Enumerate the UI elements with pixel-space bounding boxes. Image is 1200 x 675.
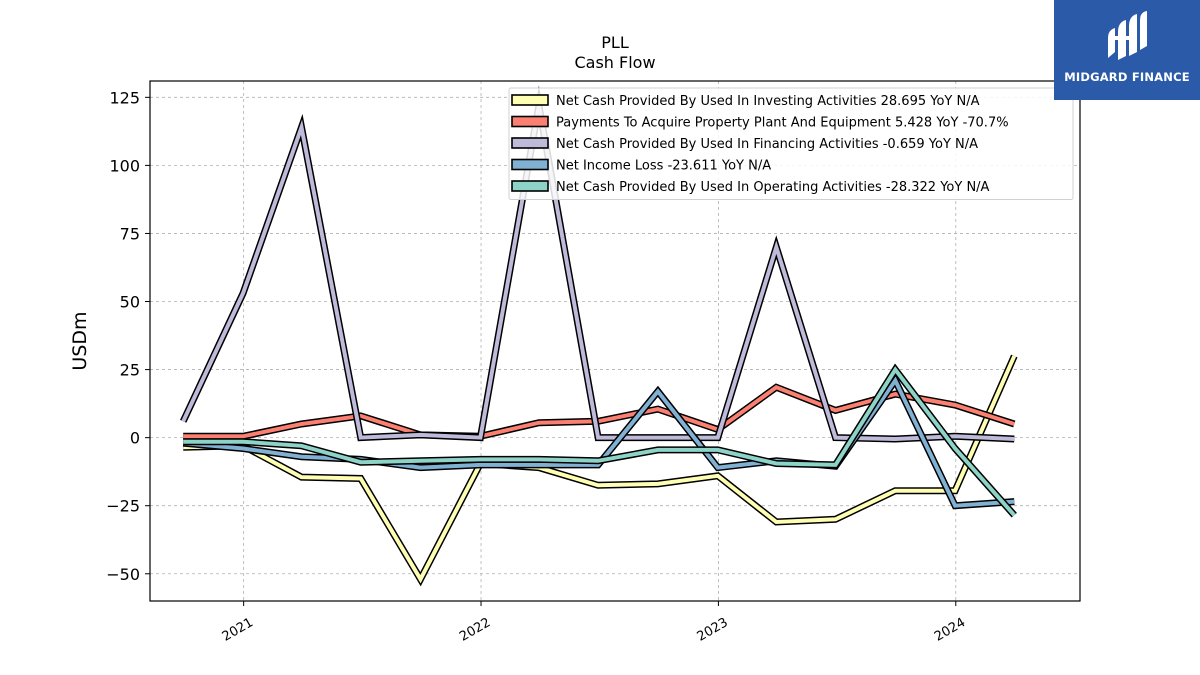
legend-entry: Net Cash Provided By Used In Investing A… [556, 94, 980, 109]
midgard-logo-icon [1108, 11, 1147, 60]
y-axis-label: USDm [69, 311, 91, 370]
y-tick-label: 0 [130, 429, 140, 448]
x-tick-label: 2023 [695, 615, 731, 645]
y-tick-label: 100 [109, 156, 140, 175]
series-layer [180, 85, 1018, 587]
series-line [182, 373, 1015, 510]
series-line [183, 354, 1018, 587]
legend-swatch [511, 94, 549, 106]
x-tick-label: 2022 [457, 615, 493, 645]
legend-box [508, 87, 1074, 200]
legend-swatch [511, 180, 549, 192]
series-line-stroke [183, 355, 1017, 584]
series-line-stroke [181, 94, 1015, 442]
series-line-stroke [183, 366, 1016, 517]
legend: Net Cash Provided By Used In Investing A… [508, 87, 1074, 200]
legend-swatch [511, 137, 549, 149]
plot-frame [149, 80, 1081, 602]
legend-swatch [511, 115, 549, 128]
y-tick-label: −50 [106, 565, 140, 584]
chart-title: PLL [601, 33, 629, 52]
y-tick-label: 125 [109, 88, 140, 107]
x-tick-label: 2024 [932, 615, 968, 645]
brand-logo: MIDGARD FINANCE [1054, 0, 1200, 100]
series-line-stroke [183, 376, 1015, 508]
legend-entry: Payments To Acquire Property Plant And E… [556, 116, 1009, 131]
legend-swatch [511, 158, 549, 171]
x-tick-label: 2021 [220, 615, 256, 645]
chart-title-group: PLL Cash Flow [574, 33, 655, 72]
y-tick-label: 75 [120, 224, 140, 243]
legend-entry: Net Cash Provided By Used In Financing A… [556, 137, 978, 152]
series-line [183, 363, 1017, 518]
y-tick-label: −25 [106, 497, 140, 516]
y-tick-label: 50 [120, 293, 140, 312]
legend-entry: Net Cash Provided By Used In Operating A… [556, 180, 990, 195]
chart-subtitle: Cash Flow [574, 53, 655, 72]
legend-entry: Net Income Loss -23.611 YoY N/A [556, 159, 771, 174]
series-line [180, 85, 1015, 443]
y-tick-label: 25 [120, 361, 140, 380]
logo-text: MIDGARD FINANCE [1064, 70, 1190, 84]
